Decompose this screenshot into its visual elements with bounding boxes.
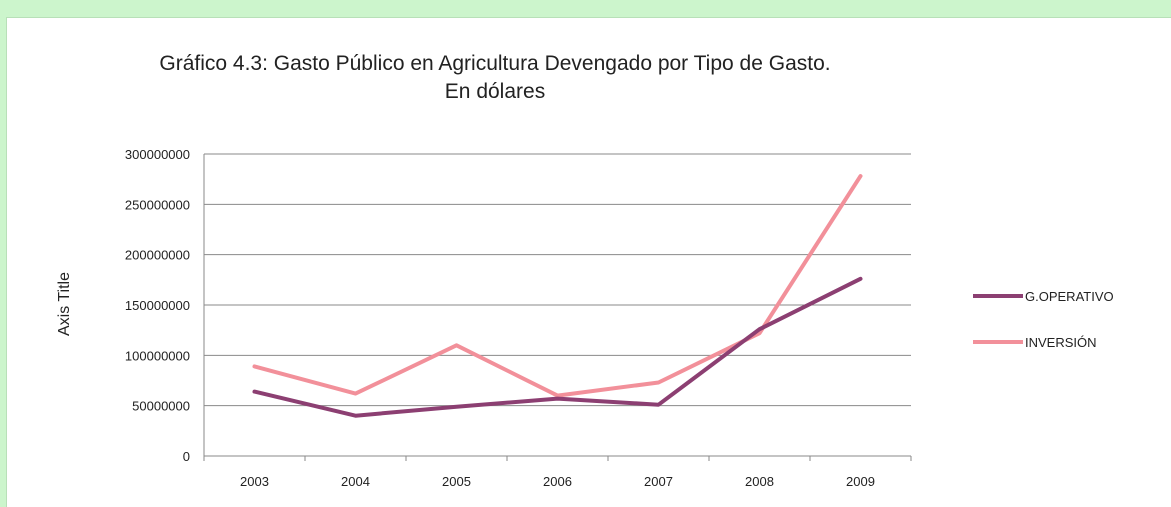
y-tick-label: 150000000 xyxy=(125,298,190,313)
x-tick-label: 2003 xyxy=(240,474,269,489)
data-point xyxy=(758,327,761,331)
x-tick-label: 2005 xyxy=(442,474,471,489)
data-point xyxy=(859,174,862,178)
y-tick-label: 250000000 xyxy=(125,197,190,212)
line-chart: Gráfico 4.3: Gasto Público en Agricultur… xyxy=(56,52,1114,489)
y-axis-title: Axis Title xyxy=(56,272,73,336)
x-tick-label: 2006 xyxy=(543,474,572,489)
chart-subtitle: En dólares xyxy=(445,80,545,103)
data-point xyxy=(455,405,458,409)
legend: G.OPERATIVO INVERSIÓN xyxy=(973,289,1114,350)
x-tick-label: 2009 xyxy=(846,474,875,489)
data-point xyxy=(657,403,660,407)
y-tick-labels: 0 50000000 100000000 150000000 200000000 2500… xyxy=(125,147,190,464)
x-tick-labels: 2003 2004 2005 2006 2007 2008 2009 xyxy=(240,474,875,489)
y-tick-label: 300000000 xyxy=(125,147,190,162)
data-point xyxy=(455,343,458,347)
series-line-1 xyxy=(252,174,863,398)
data-point xyxy=(758,331,761,335)
y-tick-label: 50000000 xyxy=(132,399,190,414)
data-point xyxy=(354,414,357,418)
legend-label: G.OPERATIVO xyxy=(1025,289,1114,304)
chart-title: Gráfico 4.3: Gasto Público en Agricultur… xyxy=(159,52,830,75)
data-point xyxy=(859,277,862,281)
y-tick-label: 100000000 xyxy=(125,348,190,363)
data-point xyxy=(556,394,559,398)
data-point xyxy=(253,364,256,368)
y-tick-label: 0 xyxy=(183,449,190,464)
chart-frame: Gráfico 4.3: Gasto Público en Agricultur… xyxy=(6,17,1171,507)
legend-label: INVERSIÓN xyxy=(1025,335,1097,350)
data-point xyxy=(556,397,559,401)
x-tick-label: 2007 xyxy=(644,474,673,489)
data-point xyxy=(253,390,256,394)
data-point xyxy=(657,381,660,385)
series-lines xyxy=(252,174,863,418)
y-tick-label: 200000000 xyxy=(125,248,190,263)
x-tick-label: 2004 xyxy=(341,474,370,489)
x-tick-label: 2008 xyxy=(745,474,774,489)
data-point xyxy=(354,392,357,396)
